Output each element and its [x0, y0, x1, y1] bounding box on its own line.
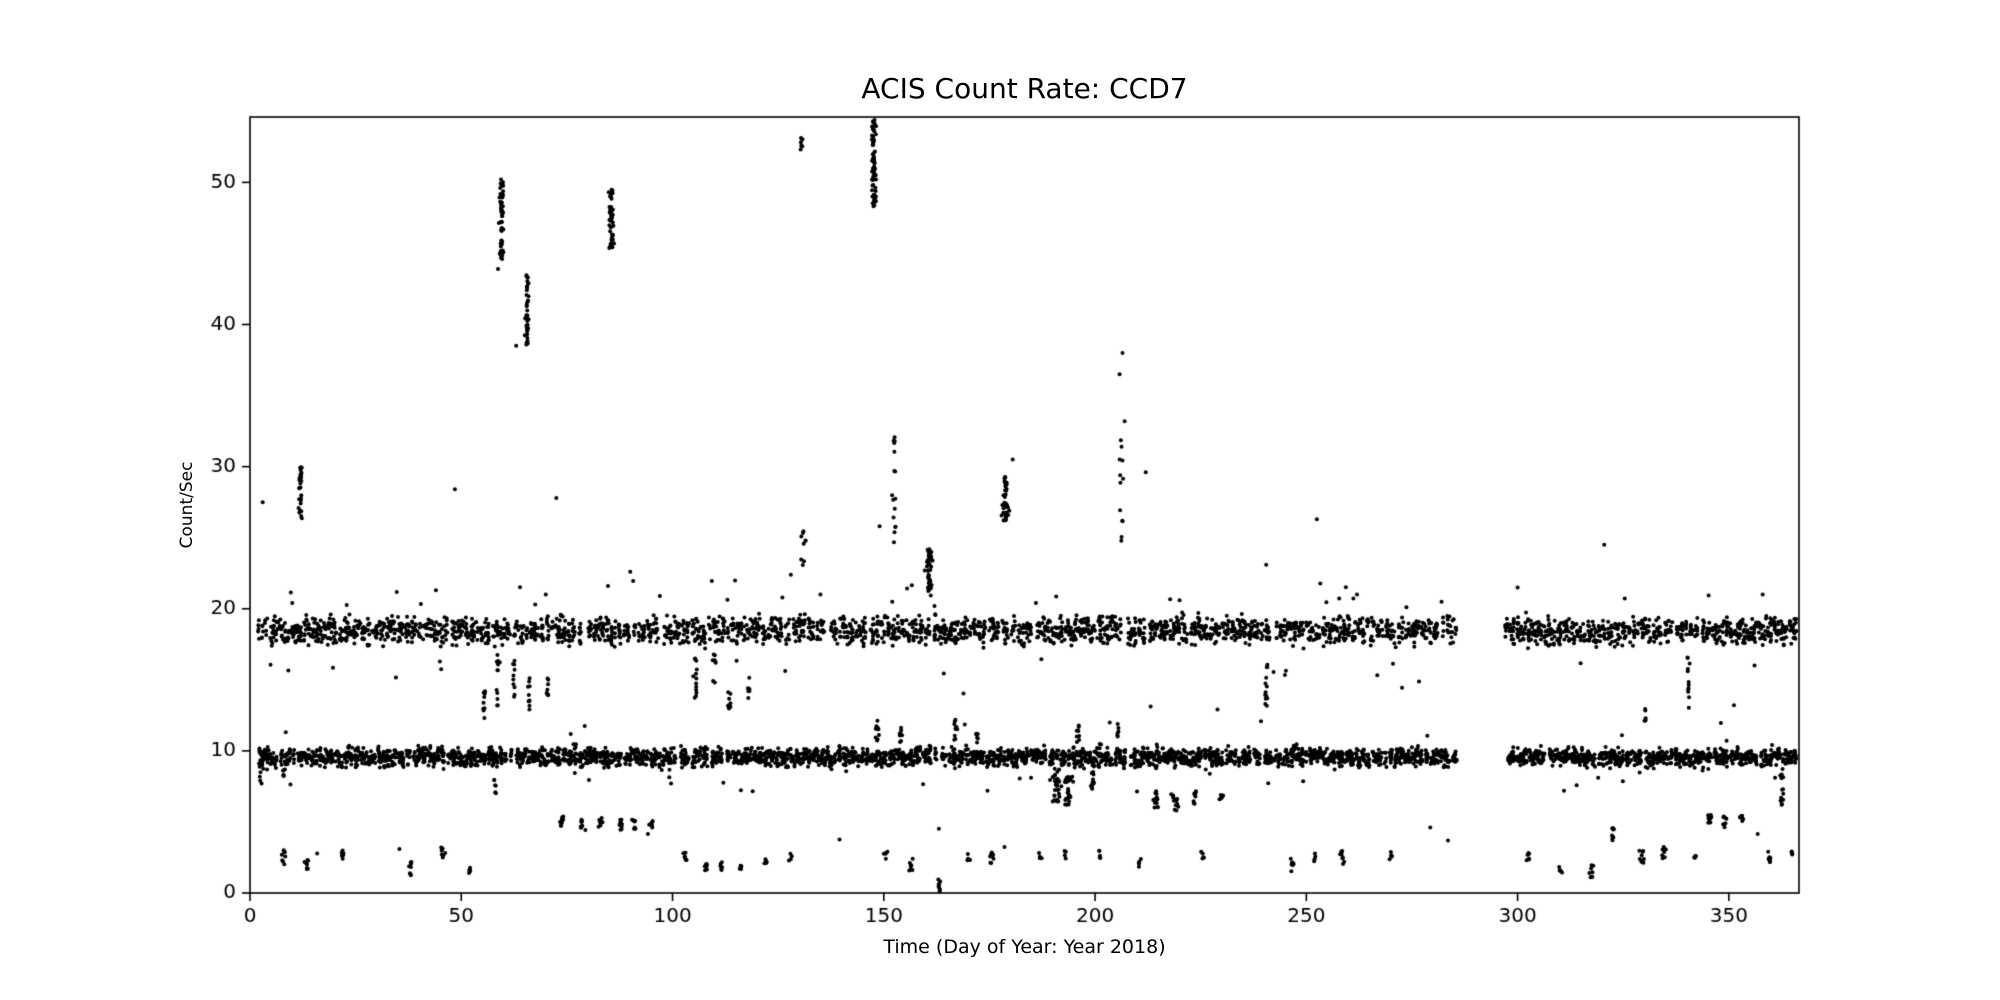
- chart-title: ACIS Count Rate: CCD7: [861, 72, 1188, 105]
- x-axis-label: Time (Day of Year: Year 2018): [883, 936, 1166, 958]
- y-axis-label: Count/Sec: [177, 461, 197, 549]
